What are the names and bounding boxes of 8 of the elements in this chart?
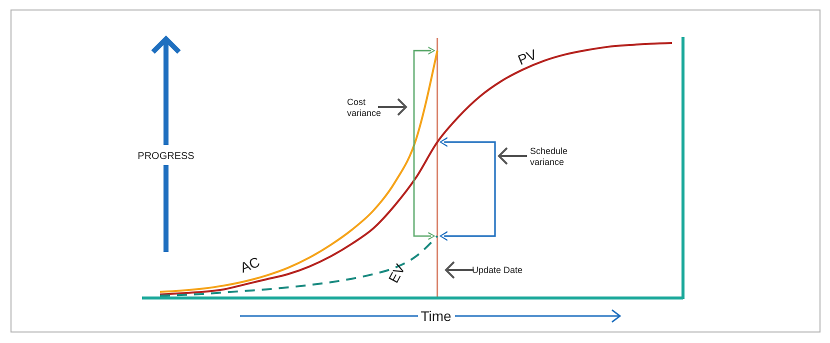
text: EV <box>385 260 408 286</box>
annotation: Cost variance <box>347 97 382 118</box>
x-axis-title: Time <box>420 308 452 324</box>
text: PV <box>516 46 540 68</box>
y-axis-title: PROGRESS <box>138 151 195 162</box>
annotation: Update Date <box>472 265 523 275</box>
annotation: Schedule variance <box>530 146 568 167</box>
text: AC <box>238 254 262 276</box>
